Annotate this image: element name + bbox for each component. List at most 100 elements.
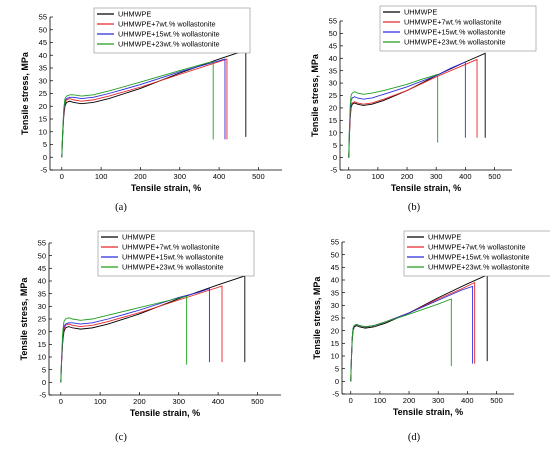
y-tick-label: 0 [335, 377, 339, 386]
x-tick-label: 0 [59, 397, 63, 406]
y-tick-label: 50 [39, 25, 47, 34]
legend-label-2: UHMWPE+15wt.% wollastonite [118, 30, 220, 39]
y-tick-label: 25 [39, 89, 47, 98]
y-tick-label: 25 [331, 314, 339, 323]
y-tick-label: 35 [39, 64, 47, 73]
y-axis-title: Tensile stress, MPa [20, 51, 30, 135]
y-tick-label: 40 [331, 276, 339, 285]
y-tick-label: 10 [331, 352, 339, 361]
y-tick-label: 30 [38, 302, 46, 311]
y-tick-label: 20 [331, 326, 339, 335]
x-tick-label: 400 [459, 172, 472, 181]
legend-label-2: UHMWPE+15wt.% wollastonite [404, 28, 506, 37]
series-line-3 [350, 298, 452, 382]
y-tick-label: 15 [331, 339, 339, 348]
x-tick-label: 0 [347, 172, 351, 181]
series-line-3 [61, 61, 214, 158]
legend-label-1: UHMWPE+7wt.% wollastonite [118, 20, 216, 29]
panel-caption: (d) [408, 432, 421, 443]
x-tick-label: 300 [174, 172, 187, 181]
y-axis-title: Tensile stress, MPa [19, 277, 29, 361]
legend-label-2: UHMWPE+15wt.% wollastonite [122, 253, 224, 262]
series-line-1 [60, 285, 223, 383]
y-tick-label: 15 [329, 116, 337, 125]
x-tick-label: 400 [461, 396, 474, 405]
y-tick-label: 50 [331, 250, 339, 259]
y-tick-label: 30 [329, 79, 337, 88]
x-tick-label: 100 [94, 397, 107, 406]
y-tick-label: 10 [38, 353, 46, 362]
y-tick-label: 35 [38, 289, 46, 298]
x-tick-label: 500 [251, 397, 264, 406]
y-tick-label: -5 [330, 166, 337, 175]
legend-box [379, 5, 537, 52]
x-tick-label: 400 [212, 397, 225, 406]
legend-label-0: UHMWPE [404, 8, 437, 17]
legend-box [93, 7, 251, 54]
x-tick-label: 0 [349, 396, 353, 405]
y-tick-label: 55 [39, 13, 47, 22]
legend-label-1: UHMWPE+7wt.% wollastonite [122, 243, 220, 252]
y-tick-label: 5 [333, 141, 337, 150]
x-tick-label: 100 [95, 172, 108, 181]
x-tick-label: 200 [403, 396, 416, 405]
y-tick-label: 20 [38, 327, 46, 336]
series-line-1 [61, 58, 228, 158]
x-tick-label: 300 [430, 172, 443, 181]
y-tick-label: 5 [43, 140, 47, 149]
y-tick-label: -5 [40, 166, 47, 175]
legend-label-3: UHMWPE+23wt.% wollastonite [404, 38, 506, 47]
legend-label-0: UHMWPE [122, 233, 155, 242]
y-tick-label: 40 [38, 277, 46, 286]
panel-caption: (c) [115, 432, 127, 443]
y-tick-label: 40 [329, 54, 337, 63]
series-line-2 [348, 61, 466, 158]
y-tick-label: -5 [332, 390, 339, 399]
y-tick-label: 55 [38, 239, 46, 248]
x-tick-label: 0 [60, 172, 64, 181]
x-axis-title: Tensile strain, % [131, 183, 201, 193]
y-tick-label: 55 [331, 238, 339, 247]
x-tick-label: 300 [173, 397, 186, 406]
series-line-0 [350, 274, 488, 382]
x-axis-title: Tensile strain, % [393, 407, 463, 417]
series-line-0 [348, 52, 486, 158]
x-tick-label: 200 [401, 172, 414, 181]
series-line-1 [348, 58, 478, 158]
series-line-2 [61, 58, 226, 158]
y-tick-label: 35 [329, 66, 337, 75]
y-tick-label: 35 [331, 288, 339, 297]
series-line-3 [60, 295, 188, 383]
y-tick-label: 45 [38, 264, 46, 273]
legend-box [403, 230, 550, 277]
y-tick-label: 50 [38, 251, 46, 260]
legend-label-3: UHMWPE+23wt.% wollastonite [428, 263, 530, 272]
y-tick-label: 15 [39, 115, 47, 124]
legend-label-1: UHMWPE+7wt.% wollastonite [428, 243, 526, 252]
y-tick-label: 45 [331, 263, 339, 272]
chart-panel-0: -5 0 5 10 15 20 25 30 35 40 45 50 55 0 100 200 300 400 500… [20, 7, 282, 213]
legend-label-0: UHMWPE [428, 233, 461, 242]
x-tick-label: 100 [374, 396, 387, 405]
x-axis-title: Tensile strain, % [391, 183, 461, 193]
series-line-1 [350, 281, 476, 382]
panel-caption: (a) [115, 202, 127, 213]
y-tick-label: 25 [38, 315, 46, 324]
x-tick-label: 200 [133, 397, 146, 406]
legend-label-1: UHMWPE+7wt.% wollastonite [404, 18, 502, 27]
y-tick-label: 10 [39, 127, 47, 136]
x-tick-label: 500 [488, 172, 501, 181]
legend-label-3: UHMWPE+23wt.% wollastonite [118, 40, 220, 49]
legend-label-2: UHMWPE+15wt.% wollastonite [428, 253, 530, 262]
chart-panel-2: -5 0 5 10 15 20 25 30 35 40 45 50 55 0 100 200 300 400 500… [19, 230, 281, 443]
y-tick-label: 15 [38, 340, 46, 349]
chart-panel-3: -5 0 5 10 15 20 25 30 35 40 45 50 55 0 100 200 300 400 500… [312, 230, 550, 443]
chart-panel-1: -5 0 5 10 15 20 25 30 35 40 45 50 55 0 100 200 300 400 500… [310, 5, 537, 213]
legend-label-0: UHMWPE [118, 10, 151, 19]
y-tick-label: 0 [333, 153, 337, 162]
series-line-2 [350, 285, 474, 382]
legend-box [97, 230, 255, 277]
y-tick-label: 10 [329, 128, 337, 137]
x-tick-label: 200 [134, 172, 147, 181]
y-tick-label: 40 [39, 51, 47, 60]
